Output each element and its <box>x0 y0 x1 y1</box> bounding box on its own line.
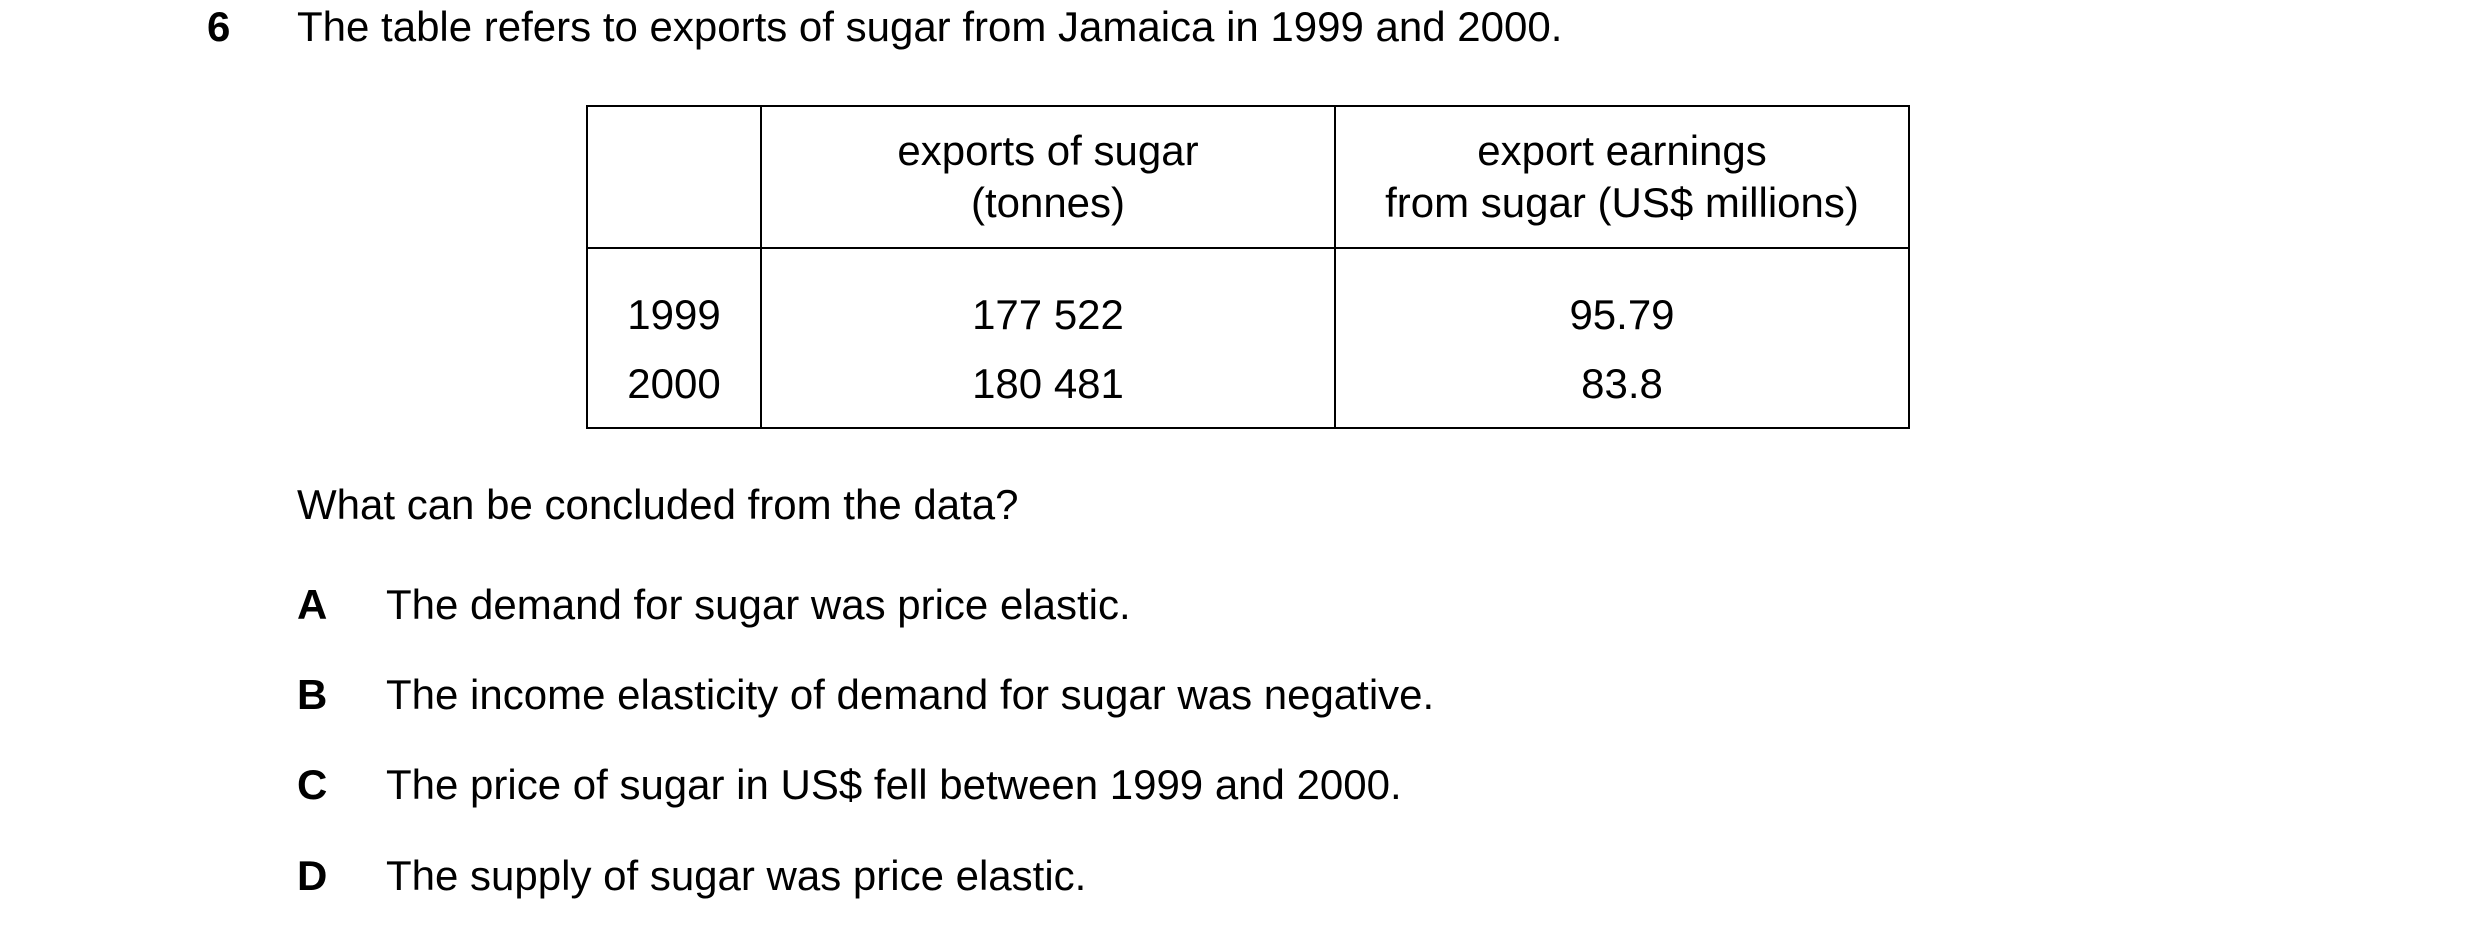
table-cell-year: 2000 <box>586 341 762 429</box>
table-header-earnings: export earnings from sugar (US$ millions… <box>1334 105 1910 249</box>
question-number: 6 <box>207 3 231 50</box>
sugar-exports-table: exports of sugar (tonnes) export earning… <box>586 105 1910 429</box>
table-row: 1999 177 522 95.79 <box>586 248 1910 341</box>
option-letter: B <box>297 671 328 718</box>
header-earnings-line2: from sugar (US$ millions) <box>1385 179 1859 226</box>
option-a: A The demand for sugar was price elastic. <box>297 578 1131 632</box>
table-header-blank <box>586 105 762 249</box>
header-earnings-line1: export earnings <box>1477 127 1767 174</box>
option-text: The income elasticity of demand for suga… <box>386 671 1435 718</box>
option-text: The demand for sugar was price elastic. <box>386 581 1131 628</box>
table-cell-exports: 180 481 <box>760 341 1336 429</box>
option-b: B The income elasticity of demand for sug… <box>297 668 1434 722</box>
option-text: The supply of sugar was price elastic. <box>386 852 1087 899</box>
table-cell-year: 1999 <box>586 248 762 341</box>
table-header-exports: exports of sugar (tonnes) <box>760 105 1336 249</box>
table-row: 2000 180 481 83.8 <box>586 341 1910 429</box>
table-cell-exports: 177 522 <box>760 248 1336 341</box>
header-exports-line1: exports of sugar <box>897 127 1199 174</box>
question-stem: The table refers to exports of sugar fro… <box>297 3 1563 50</box>
question-prompt: What can be concluded from the data? <box>297 481 1019 528</box>
option-c: C The price of sugar in US$ fell between … <box>297 758 1402 812</box>
option-d: D The supply of sugar was price elastic. <box>297 849 1086 903</box>
table-cell-earnings: 83.8 <box>1334 341 1910 429</box>
option-text: The price of sugar in US$ fell between 1… <box>386 761 1402 808</box>
option-letter: C <box>297 761 328 808</box>
option-letter: D <box>297 852 328 899</box>
header-exports-line2: (tonnes) <box>970 179 1126 226</box>
option-letter: A <box>297 581 328 628</box>
table-header-row: exports of sugar (tonnes) export earning… <box>586 105 1910 249</box>
table-cell-earnings: 95.79 <box>1334 248 1910 341</box>
